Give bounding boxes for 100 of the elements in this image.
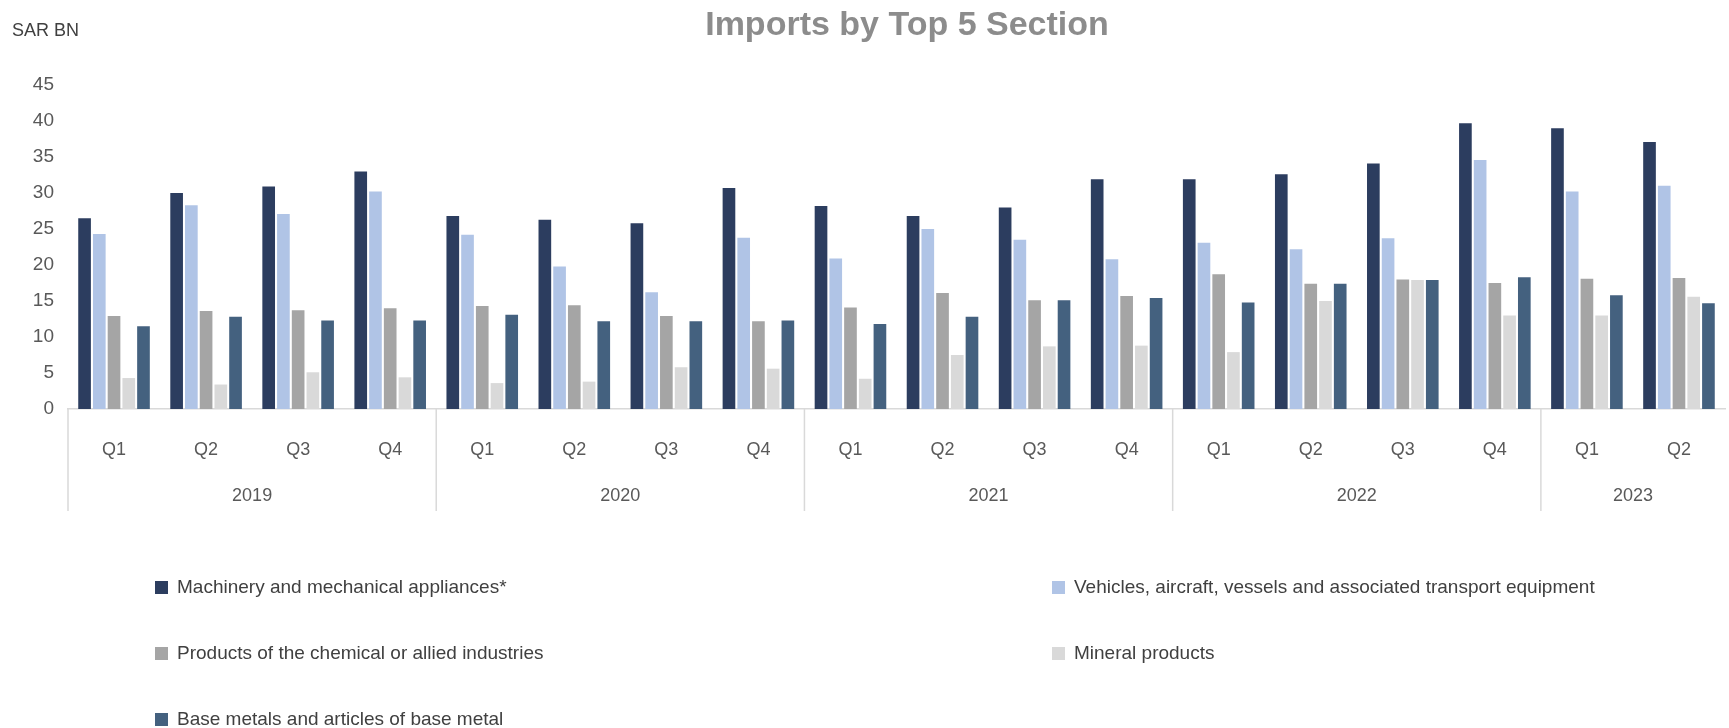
bar: [78, 218, 91, 409]
bar: [505, 314, 519, 409]
bar: [1565, 191, 1579, 409]
x-tick-label: Q1: [1574, 438, 1599, 459]
text: 2022: [1336, 484, 1377, 505]
bar: [1702, 303, 1715, 409]
bar: [369, 191, 382, 409]
y-tick-label: 25: [32, 217, 54, 239]
text: 2021: [968, 484, 1009, 505]
bar: [538, 219, 552, 409]
bar: [553, 266, 566, 409]
text: 2023: [1612, 484, 1653, 505]
bar: [998, 207, 1012, 409]
bar: [965, 316, 979, 409]
bar: [1551, 128, 1564, 409]
x-tick-label: Q2: [930, 438, 955, 459]
bar: [475, 306, 489, 409]
bar: [1396, 279, 1410, 409]
bar: [1197, 242, 1211, 409]
bar: [1459, 123, 1472, 409]
y-axis-title: SAR BN: [12, 20, 80, 41]
x-tick-label: Q1: [1206, 438, 1231, 459]
bar: [262, 186, 276, 409]
bar: [1304, 283, 1318, 409]
bar: [1057, 300, 1071, 409]
bar: [1425, 280, 1439, 409]
bar: [873, 324, 887, 409]
bar: [1367, 163, 1380, 409]
bar: [660, 316, 673, 409]
bar: [446, 216, 460, 409]
bar: [1517, 277, 1531, 409]
x-tick-label: Q2: [194, 438, 219, 459]
bar: [1149, 298, 1163, 409]
bar: [1672, 277, 1686, 409]
bar: [906, 216, 920, 409]
bar: [1274, 174, 1288, 409]
bar: [1473, 159, 1487, 409]
bar: [1120, 295, 1133, 409]
bar: [92, 234, 106, 409]
x-tick-label: Q4: [1114, 438, 1139, 459]
bar: [645, 292, 658, 409]
bar: [291, 310, 305, 409]
bar: [567, 305, 581, 409]
x-tick-label: Q4: [1482, 438, 1507, 459]
y-tick-label: 5: [43, 361, 54, 383]
x-tick-label: Q3: [1390, 438, 1415, 459]
bar: [1580, 278, 1594, 409]
y-tick-label: 30: [32, 181, 54, 203]
x-tick-label: Q3: [654, 438, 679, 459]
bar: [921, 229, 935, 409]
y-tick-label: 40: [32, 109, 54, 131]
x-tick-label: Q4: [378, 438, 403, 459]
x-tick-label: Q2: [562, 438, 587, 459]
bar: [137, 326, 150, 409]
y-tick-label: 10: [32, 325, 54, 347]
bar: [1289, 249, 1303, 409]
text: 2020: [600, 484, 641, 505]
bar: [199, 311, 213, 409]
bar: [829, 258, 843, 409]
bar: [1013, 239, 1027, 409]
bar: [844, 307, 857, 409]
y-tick-label: 0: [43, 397, 54, 419]
bar: [1090, 179, 1104, 409]
x-tick-label: Q3: [1022, 438, 1047, 459]
bar: [1488, 283, 1502, 409]
bar: [170, 193, 183, 409]
bar: [107, 316, 121, 409]
bar: [781, 320, 795, 409]
bar: [1657, 185, 1671, 409]
legend-label: Products of the chemical or allied industries: [177, 642, 544, 664]
bar: [229, 316, 242, 409]
bar: [383, 308, 397, 409]
bar: [413, 320, 426, 409]
bar: [321, 320, 334, 409]
y-tick-label: 45: [32, 73, 54, 95]
legend-label: Vehicles, aircraft, vessels and associated transport equipment: [1074, 576, 1595, 598]
x-tick-label: Q3: [286, 438, 311, 459]
bar: [630, 223, 644, 409]
bar: [185, 205, 198, 409]
bar: [1212, 274, 1226, 409]
x-tick-label: Q1: [838, 438, 863, 459]
bar: [1643, 141, 1656, 409]
bar: [936, 293, 949, 409]
text: 2019: [232, 484, 273, 505]
bar: [814, 205, 828, 409]
bar: [1610, 295, 1623, 409]
bar: [1241, 302, 1255, 409]
bar: [737, 237, 751, 409]
legend-label: Mineral products: [1074, 642, 1215, 664]
bar: [1105, 259, 1119, 409]
chart-title: Imports by Top 5 Section: [705, 4, 1109, 43]
legend-label: Machinery and mechanical appliances*: [177, 576, 507, 598]
x-tick-label: Q1: [102, 438, 127, 459]
bar: [1182, 179, 1196, 409]
bar: [722, 187, 736, 409]
bar: [277, 213, 290, 409]
y-tick-label: 35: [32, 145, 54, 167]
x-tick-label: Q4: [746, 438, 771, 459]
bar: [689, 321, 703, 409]
bar: [461, 234, 474, 409]
